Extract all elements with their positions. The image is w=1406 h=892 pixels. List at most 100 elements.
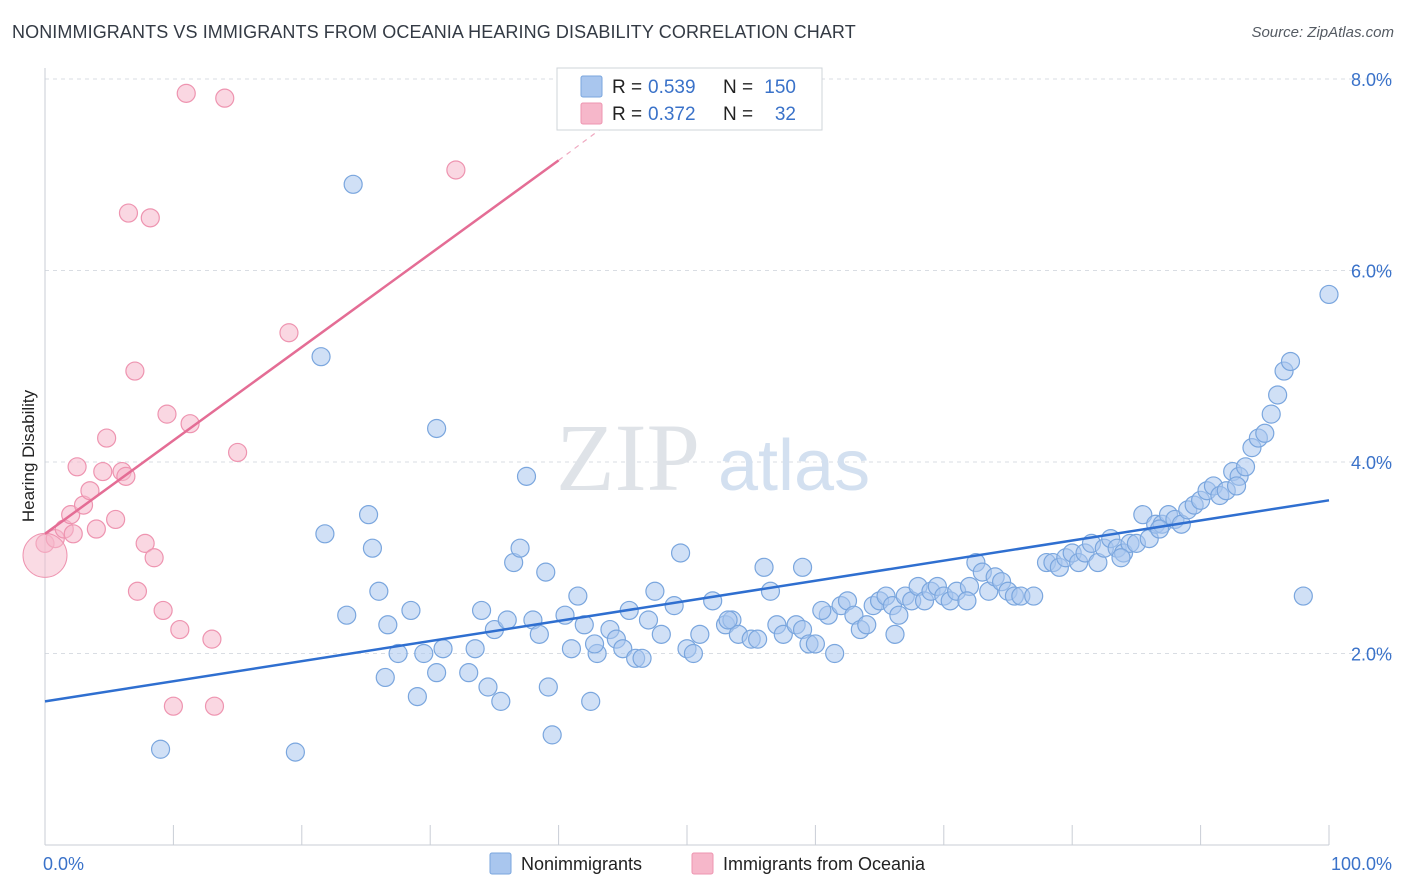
- nonimmigrant-point-25: [510, 538, 530, 558]
- nonimmigrant-point-143: [1226, 476, 1247, 496]
- nonimmigrant-point-110: [1133, 505, 1153, 525]
- nonimmigrant-point-20: [478, 677, 498, 697]
- nonimmigrant-point-8: [362, 538, 383, 558]
- oceania-point-26: [204, 696, 225, 716]
- oceania-point-29: [279, 323, 299, 343]
- nonimmigrant-point-33: [568, 586, 588, 606]
- nonimmigrant-point-9: [369, 581, 389, 601]
- nonimmigrant-point-140: [1111, 548, 1131, 568]
- nonimmigrant-point-49: [690, 624, 710, 644]
- legend-swatch-immigrants-oceania: [691, 852, 714, 875]
- legend-label-immigrants-oceania: Immigrants from Oceania: [723, 854, 926, 874]
- y-axis-label: Hearing Disability: [19, 389, 38, 522]
- oceania-point-14: [125, 361, 145, 381]
- stats-blue-n-value: 150: [764, 77, 796, 98]
- nonimmigrant-point-126: [1235, 457, 1256, 477]
- stats-pink-n-value: 32: [775, 104, 796, 125]
- y-tick-label-0: 2.0%: [1351, 645, 1392, 665]
- stats-pink-n-label: N =: [723, 104, 753, 125]
- nonimmigrant-point-0: [150, 739, 171, 759]
- oceania-point-9: [97, 428, 117, 448]
- nonimmigrant-point-19: [465, 639, 485, 659]
- nonimmigrant-point-32: [561, 639, 582, 659]
- stats-pink-r-label: R =: [612, 104, 642, 125]
- nonimmigrant-point-13: [401, 600, 421, 621]
- oceania-point-24: [180, 414, 200, 434]
- nonimmigrant-point-43: [645, 581, 665, 601]
- grid-lines: [45, 78, 1392, 654]
- nonimmigrant-point-15: [414, 643, 434, 664]
- nonimmigrant-point-134: [1319, 284, 1339, 305]
- nonimmigrant-point-29: [538, 677, 558, 697]
- nonimmigrant-point-75: [889, 605, 909, 625]
- nonimmigrant-point-59: [773, 624, 793, 644]
- oceania-point-21: [163, 696, 183, 716]
- oceania-point-8: [93, 461, 113, 482]
- nonimmigrant-point-145: [885, 624, 905, 644]
- nonimmigrant-point-56: [754, 557, 774, 577]
- nonimmigrant-point-22: [491, 691, 511, 711]
- x-tick-label-1: 100.0%: [1331, 854, 1392, 874]
- oceania-point-7: [86, 519, 106, 539]
- nonimmigrant-point-2: [311, 347, 331, 367]
- nonimmigrant-point-6: [315, 524, 335, 544]
- nonimmigrant-point-136: [337, 605, 357, 625]
- nonimmigrant-point-135: [792, 557, 813, 577]
- nonimmigrant-point-1: [285, 742, 305, 762]
- nonimmigrant-point-30: [542, 725, 562, 745]
- oceania-point-10: [106, 509, 126, 530]
- oceania-point-20: [157, 404, 177, 424]
- nonimmigrant-point-63: [805, 634, 826, 654]
- nonimmigrant-point-17: [433, 639, 453, 659]
- nonimmigrant-point-146: [584, 634, 605, 654]
- nonimmigrant-point-144: [1293, 586, 1313, 606]
- nonimmigrant-point-12: [388, 643, 408, 664]
- source-credit: Source: ZipAtlas.com: [1251, 24, 1394, 41]
- oceania-point-19: [153, 600, 173, 621]
- nonimmigrant-point-70: [857, 615, 877, 635]
- stats-blue-n-label: N =: [723, 77, 753, 98]
- trend-line-immigrants-oceania: [44, 159, 560, 535]
- series-nonimmigrants: [150, 174, 1339, 762]
- watermark-zip: ZIP: [556, 404, 700, 511]
- oceania-point-22: [170, 619, 190, 640]
- nonimmigrant-point-7: [358, 505, 379, 525]
- chart-title: NONIMMIGRANTS VS IMMIGRANTS FROM OCEANIA…: [12, 22, 856, 42]
- oceania-point-large: [22, 532, 68, 578]
- nonimmigrant-point-130: [1261, 404, 1281, 424]
- tick-labels: 2.0% 4.0% 6.0% 8.0% 0.0% 100.0%: [43, 70, 1392, 874]
- nonimmigrant-point-4: [427, 418, 447, 439]
- y-tick-label-2: 6.0%: [1351, 262, 1392, 282]
- oceania-point-28: [228, 442, 248, 463]
- oceania-point-16: [135, 533, 155, 553]
- nonimmigrant-point-141: [957, 591, 977, 611]
- nonimmigrant-point-44: [651, 624, 671, 644]
- nonimmigrant-point-14: [407, 686, 427, 707]
- oceania-point-30: [446, 160, 466, 180]
- nonimmigrant-point-18: [459, 663, 479, 683]
- nonimmigrant-point-129: [1255, 423, 1275, 443]
- nonimmigrant-point-137: [471, 600, 492, 621]
- stats-blue-r-value: 0.539: [648, 77, 696, 98]
- nonimmigrant-point-27: [529, 624, 549, 644]
- trend-lines: [44, 102, 1330, 703]
- oceania-point-13: [118, 203, 139, 223]
- nonimmigrant-point-16: [427, 663, 447, 683]
- nonimmigrant-point-48: [683, 643, 704, 664]
- stats-swatch-pink: [580, 102, 603, 125]
- oceania-point-31: [63, 524, 83, 544]
- nonimmigrant-point-42: [638, 610, 659, 630]
- nonimmigrant-point-41: [632, 648, 652, 668]
- nonimmigrant-point-131: [1268, 385, 1288, 405]
- nonimmigrant-point-35: [581, 691, 601, 711]
- nonimmigrant-point-10: [375, 667, 395, 688]
- oceania-point-4: [67, 457, 87, 477]
- nonimmigrant-point-65: [825, 643, 845, 664]
- nonimmigrant-point-57: [760, 581, 781, 601]
- nonimmigrant-point-50: [703, 591, 723, 611]
- stats-box: R = 0.539 N = 150 R = 0.372 N = 32: [556, 67, 823, 131]
- stats-pink-r-value: 0.372: [648, 104, 696, 125]
- nonimmigrant-point-5: [516, 466, 537, 486]
- nonimmigrant-point-133: [1280, 351, 1301, 372]
